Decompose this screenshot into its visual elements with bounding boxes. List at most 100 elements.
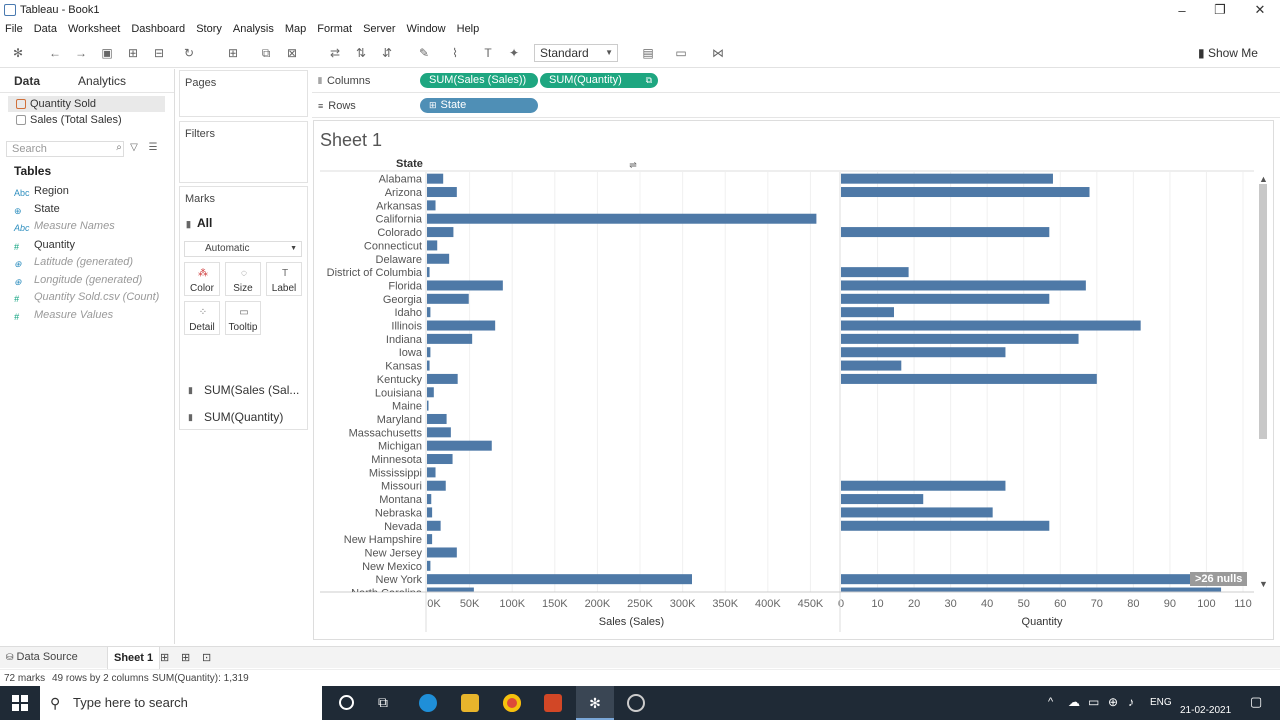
column-pill-quantity[interactable]: SUM(Quantity) ⧉: [540, 73, 658, 88]
obs-icon[interactable]: [627, 694, 645, 712]
filter-icon[interactable]: ▽: [130, 142, 138, 153]
mark-type-select[interactable]: Automatic ▼: [184, 241, 302, 257]
fit-select[interactable]: Standard ▼: [534, 44, 618, 62]
pin-icon[interactable]: ✦: [508, 46, 520, 60]
battery-icon[interactable]: ▭: [1088, 695, 1100, 709]
network-icon[interactable]: ⊕: [1108, 695, 1119, 709]
datasource-quantity-sold[interactable]: Quantity Sold: [8, 96, 165, 112]
cortana-icon[interactable]: [339, 695, 354, 710]
marks-pill-quantity[interactable]: ▮ SUM(Quantity): [184, 410, 283, 424]
new-worksheet-icon[interactable]: ⊞: [227, 46, 239, 60]
worksheet-canvas[interactable]: [313, 120, 1274, 640]
taskbar-search-input[interactable]: ⚲ Type here to search: [40, 686, 322, 720]
size-button[interactable]: ◌ Size: [225, 262, 261, 296]
label-icon[interactable]: T: [484, 46, 492, 60]
pages-card[interactable]: Pages: [179, 70, 308, 117]
field-search-input[interactable]: Search: [6, 141, 124, 157]
menu-format[interactable]: Format: [317, 23, 353, 35]
nulls-badge[interactable]: >26 nulls: [1190, 572, 1248, 586]
undo-icon[interactable]: ←: [49, 46, 61, 60]
show-me-button[interactable]: ▮ Show Me: [1198, 46, 1258, 60]
file-explorer-icon[interactable]: [461, 694, 479, 712]
notification-icon[interactable]: ▢: [1250, 694, 1263, 709]
bar: [427, 360, 430, 371]
menu-window[interactable]: Window: [406, 23, 446, 35]
windows-start-icon[interactable]: [12, 695, 28, 711]
column-pill-sales[interactable]: SUM(Sales (Sales)): [420, 73, 538, 88]
share-icon[interactable]: ⋈: [712, 46, 724, 60]
tableau-taskbar-button[interactable]: ✻: [576, 686, 614, 720]
tableau-logo-icon[interactable]: ✻: [12, 46, 24, 60]
onedrive-icon[interactable]: ☁: [1068, 695, 1080, 709]
color-button[interactable]: ⁂ Color: [184, 262, 220, 296]
tooltip-button[interactable]: ▭ Tooltip: [225, 301, 261, 335]
menu-server[interactable]: Server: [363, 23, 396, 35]
menu-file[interactable]: File: [5, 23, 23, 35]
menu-story[interactable]: Story: [196, 23, 222, 35]
tab-analytics[interactable]: Analytics: [78, 74, 127, 88]
volume-icon[interactable]: ♪: [1128, 695, 1134, 709]
vertical-scrollbar[interactable]: [1258, 172, 1268, 592]
new-story-tab-icon[interactable]: ⊡: [202, 652, 212, 664]
sort-descending-icon[interactable]: ⇵: [381, 46, 393, 60]
presentation-icon[interactable]: ▭: [675, 46, 687, 60]
close-button[interactable]: ✕: [1254, 2, 1266, 17]
group-icon[interactable]: ⌇: [452, 46, 458, 60]
search-icon[interactable]: ⌕: [116, 142, 122, 153]
new-datasource-icon[interactable]: ⊞: [127, 46, 139, 60]
view-options-icon[interactable]: ☰: [148, 142, 158, 153]
swap-icon[interactable]: ⇄: [329, 46, 341, 60]
data-source-tab[interactable]: ⛁ Data Source: [6, 651, 78, 663]
label-button[interactable]: T Label: [266, 262, 302, 296]
highlight-icon[interactable]: ✎: [418, 46, 430, 60]
columns-shelf[interactable]: [312, 69, 1280, 93]
edge-icon[interactable]: [419, 694, 437, 712]
language-indicator[interactable]: ENG: [1150, 697, 1172, 708]
field-item[interactable]: # Quantity Sold.csv (Count): [14, 289, 159, 305]
sort-icon[interactable]: ⇌: [629, 160, 637, 170]
state-column-header[interactable]: State: [396, 158, 423, 170]
redo-icon[interactable]: →: [75, 46, 87, 60]
sheet-tab-sheet1[interactable]: Sheet 1: [107, 647, 161, 669]
menu-data[interactable]: Data: [33, 23, 57, 35]
filters-card[interactable]: Filters: [179, 121, 308, 183]
datasource-sales[interactable]: Sales (Total Sales): [8, 112, 165, 128]
marks-pill-sales[interactable]: ▮ SUM(Sales (Sal...: [184, 383, 299, 397]
tab-data[interactable]: Data: [14, 74, 41, 88]
menu-help[interactable]: Help: [456, 23, 480, 35]
chevron-up-icon[interactable]: ^: [1048, 696, 1054, 708]
sort-ascending-icon[interactable]: ⇅: [355, 46, 367, 60]
detail-button[interactable]: ⁘ Detail: [184, 301, 220, 335]
menu-worksheet[interactable]: Worksheet: [67, 23, 121, 35]
date-indicator[interactable]: 21-02-2021: [1180, 705, 1232, 716]
pause-updates-icon[interactable]: ⊟: [153, 46, 165, 60]
datasource-label: Sales (Total Sales): [30, 114, 122, 126]
scrollbar-thumb[interactable]: [1259, 184, 1267, 439]
save-icon[interactable]: ▣: [101, 46, 113, 60]
new-worksheet-tab-icon[interactable]: ⊞: [160, 652, 170, 664]
refresh-icon[interactable]: ↻: [183, 46, 195, 60]
menu-map[interactable]: Map: [284, 23, 307, 35]
task-view-icon[interactable]: ⧉: [378, 694, 388, 710]
field-item[interactable]: ⊕ Longitude (generated): [14, 272, 142, 288]
clear-sheet-icon[interactable]: ⊠: [286, 46, 298, 60]
field-item[interactable]: ⊕ State: [14, 201, 60, 217]
chrome-icon[interactable]: [503, 694, 521, 712]
field-item[interactable]: Abc Region: [14, 183, 69, 199]
new-dashboard-tab-icon[interactable]: ⊞: [181, 652, 191, 664]
marks-all-label[interactable]: ▮ All: [186, 216, 212, 230]
maximize-button[interactable]: ❐: [1214, 2, 1226, 17]
field-item[interactable]: # Measure Values: [14, 307, 113, 323]
show-cards-icon[interactable]: ▤: [642, 46, 654, 60]
minimize-button[interactable]: –: [1178, 2, 1186, 18]
category-label: Florida: [388, 280, 423, 292]
menu-dashboard[interactable]: Dashboard: [131, 23, 186, 35]
duplicate-icon[interactable]: ⧉: [261, 46, 271, 60]
row-pill-state[interactable]: ⊞ State: [420, 98, 538, 113]
field-item[interactable]: ⊕ Latitude (generated): [14, 254, 133, 270]
rows-shelf[interactable]: [312, 94, 1280, 118]
menu-analysis[interactable]: Analysis: [232, 23, 274, 35]
field-item[interactable]: # Quantity: [14, 237, 75, 253]
field-item[interactable]: Abc Measure Names: [14, 218, 115, 234]
powerpoint-icon[interactable]: [544, 694, 562, 712]
